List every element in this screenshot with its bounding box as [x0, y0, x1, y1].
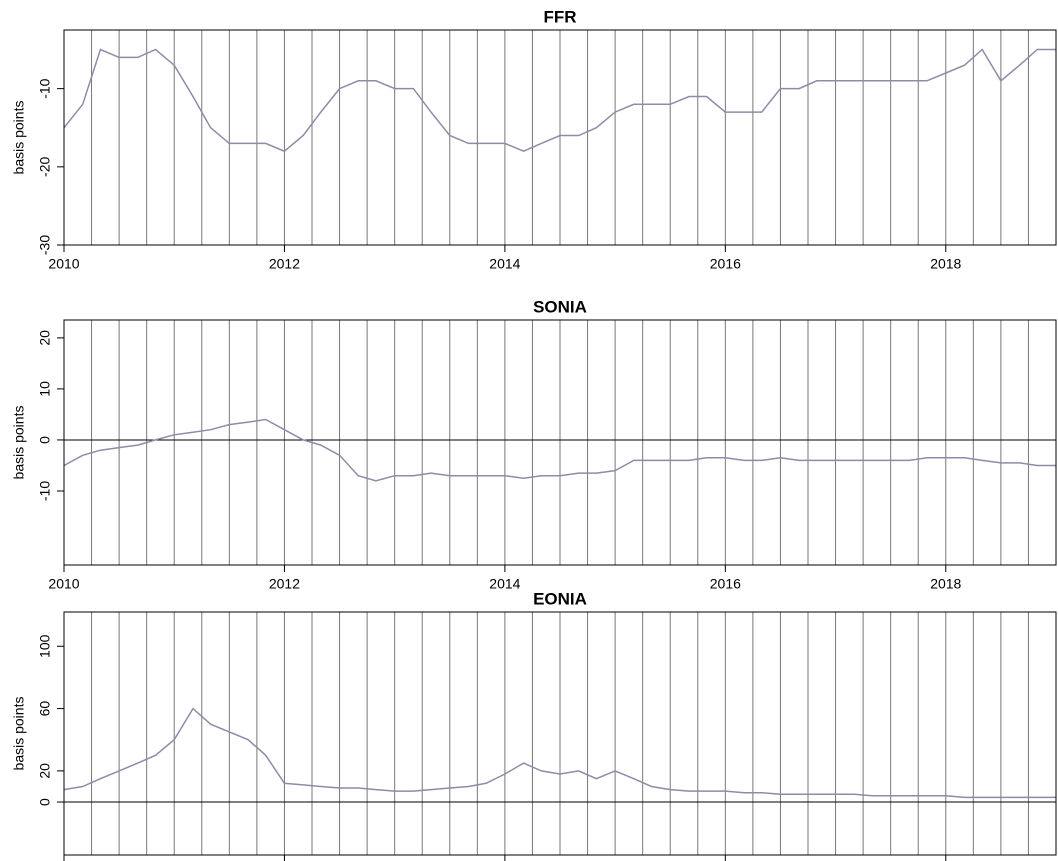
- x-tick-label: 2010: [48, 256, 79, 272]
- series-line: [63, 418, 1056, 482]
- x-tick-label: 2010: [48, 576, 79, 592]
- chart-title: FFR: [543, 7, 576, 26]
- x-tick-label: 2018: [930, 256, 961, 272]
- y-tick-label: -20: [37, 156, 53, 176]
- y-tick-label: 20: [37, 763, 53, 779]
- x-tick-label: 2016: [710, 256, 741, 272]
- chart-title: EONIA: [533, 589, 587, 608]
- y-tick-label: 100: [37, 634, 53, 658]
- x-tick-label: 2012: [269, 256, 300, 272]
- y-tick-label: 0: [37, 798, 53, 806]
- chart-title: SONIA: [533, 297, 587, 316]
- plot-box: [63, 611, 1057, 856]
- y-axis-label: basis points: [11, 101, 27, 175]
- x-tick-label: 2012: [269, 576, 300, 592]
- y-tick-label: -30: [37, 235, 53, 255]
- x-tick-label: 2018: [930, 576, 961, 592]
- plot-box: [63, 29, 1057, 246]
- y-axis-label: basis points: [11, 697, 27, 771]
- series-line: [63, 48, 1056, 153]
- y-axis-label: basis points: [11, 406, 27, 480]
- series-line: [63, 707, 1056, 799]
- y-tick-label: 0: [37, 436, 53, 444]
- x-tick-label: 2016: [710, 576, 741, 592]
- y-tick-label: 20: [37, 330, 53, 346]
- y-tick-label: -10: [37, 481, 53, 501]
- plot-box: [63, 319, 1057, 566]
- x-tick-label: 2014: [489, 256, 520, 272]
- x-tick-label: 2014: [489, 576, 520, 592]
- y-tick-label: 10: [37, 381, 53, 397]
- y-tick-label: 60: [37, 701, 53, 717]
- y-tick-label: -10: [37, 78, 53, 98]
